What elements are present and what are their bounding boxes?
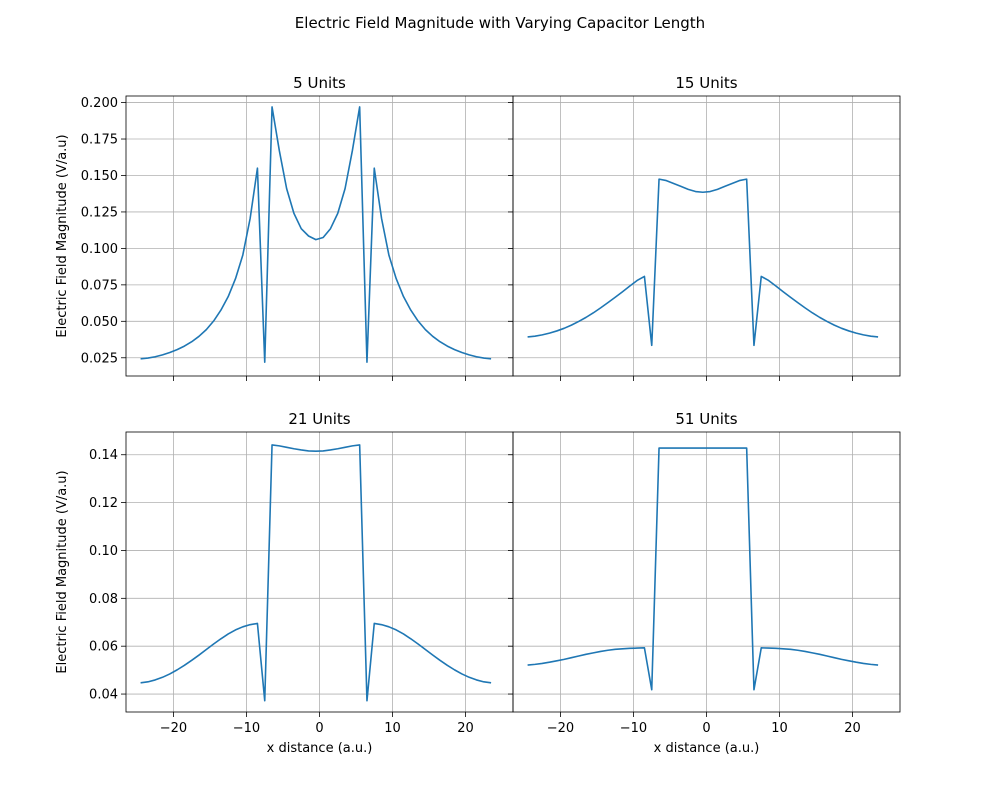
x-tick-label: 20 — [844, 721, 861, 736]
subplot-15-units: 15 Units — [508, 74, 901, 381]
subplot-title: 21 Units — [288, 410, 350, 428]
y-tick-label: 0.14 — [89, 448, 118, 463]
x-tick-label: −20 — [547, 721, 574, 736]
subplot-title: 5 Units — [293, 74, 346, 92]
y-tick-label: 0.08 — [89, 592, 118, 607]
y-axis-label: Electric Field Magnitude (V/a.u) — [55, 470, 70, 673]
y-tick-label: 0.150 — [81, 169, 118, 184]
x-tick-label: −10 — [233, 721, 260, 736]
y-tick-label: 0.025 — [81, 351, 118, 366]
x-tick-label: 0 — [315, 721, 323, 736]
y-tick-label: 0.06 — [89, 640, 118, 655]
field-magnitude-line — [140, 106, 492, 363]
x-tick-label: 0 — [702, 721, 710, 736]
x-axis-label: x distance (a.u.) — [267, 741, 373, 756]
x-tick-label: −20 — [160, 721, 187, 736]
x-axis-label: x distance (a.u.) — [654, 741, 760, 756]
y-axis-label: Electric Field Magnitude (V/a.u) — [55, 134, 70, 337]
figure-title: Electric Field Magnitude with Varying Ca… — [295, 14, 705, 32]
y-tick-label: 0.200 — [81, 96, 118, 111]
field-magnitude-line — [527, 178, 879, 347]
x-tick-label: 10 — [771, 721, 788, 736]
subplot-title: 15 Units — [675, 74, 737, 92]
y-tick-label: 0.125 — [81, 205, 118, 220]
y-tick-label: 0.10 — [89, 544, 118, 559]
y-tick-label: 0.075 — [81, 278, 118, 293]
x-tick-label: 20 — [457, 721, 474, 736]
y-tick-label: 0.100 — [81, 242, 118, 257]
x-tick-label: −10 — [620, 721, 647, 736]
x-tick-label: 10 — [384, 721, 401, 736]
field-magnitude-line — [527, 447, 879, 691]
y-tick-label: 0.04 — [89, 688, 118, 703]
y-tick-label: 0.175 — [81, 133, 118, 148]
subplot-title: 51 Units — [675, 410, 737, 428]
subplot-51-units: −20 −10 0 10 20 51 Units x distance (a.u.) — [508, 410, 901, 756]
y-tick-label: 0.12 — [89, 496, 118, 511]
field-magnitude-line — [140, 444, 492, 702]
y-tick-label: 0.050 — [81, 315, 118, 330]
subplot-5-units: 0.025 0.050 0.075 0.100 0.125 0.150 0.175 0.200… — [55, 74, 514, 381]
